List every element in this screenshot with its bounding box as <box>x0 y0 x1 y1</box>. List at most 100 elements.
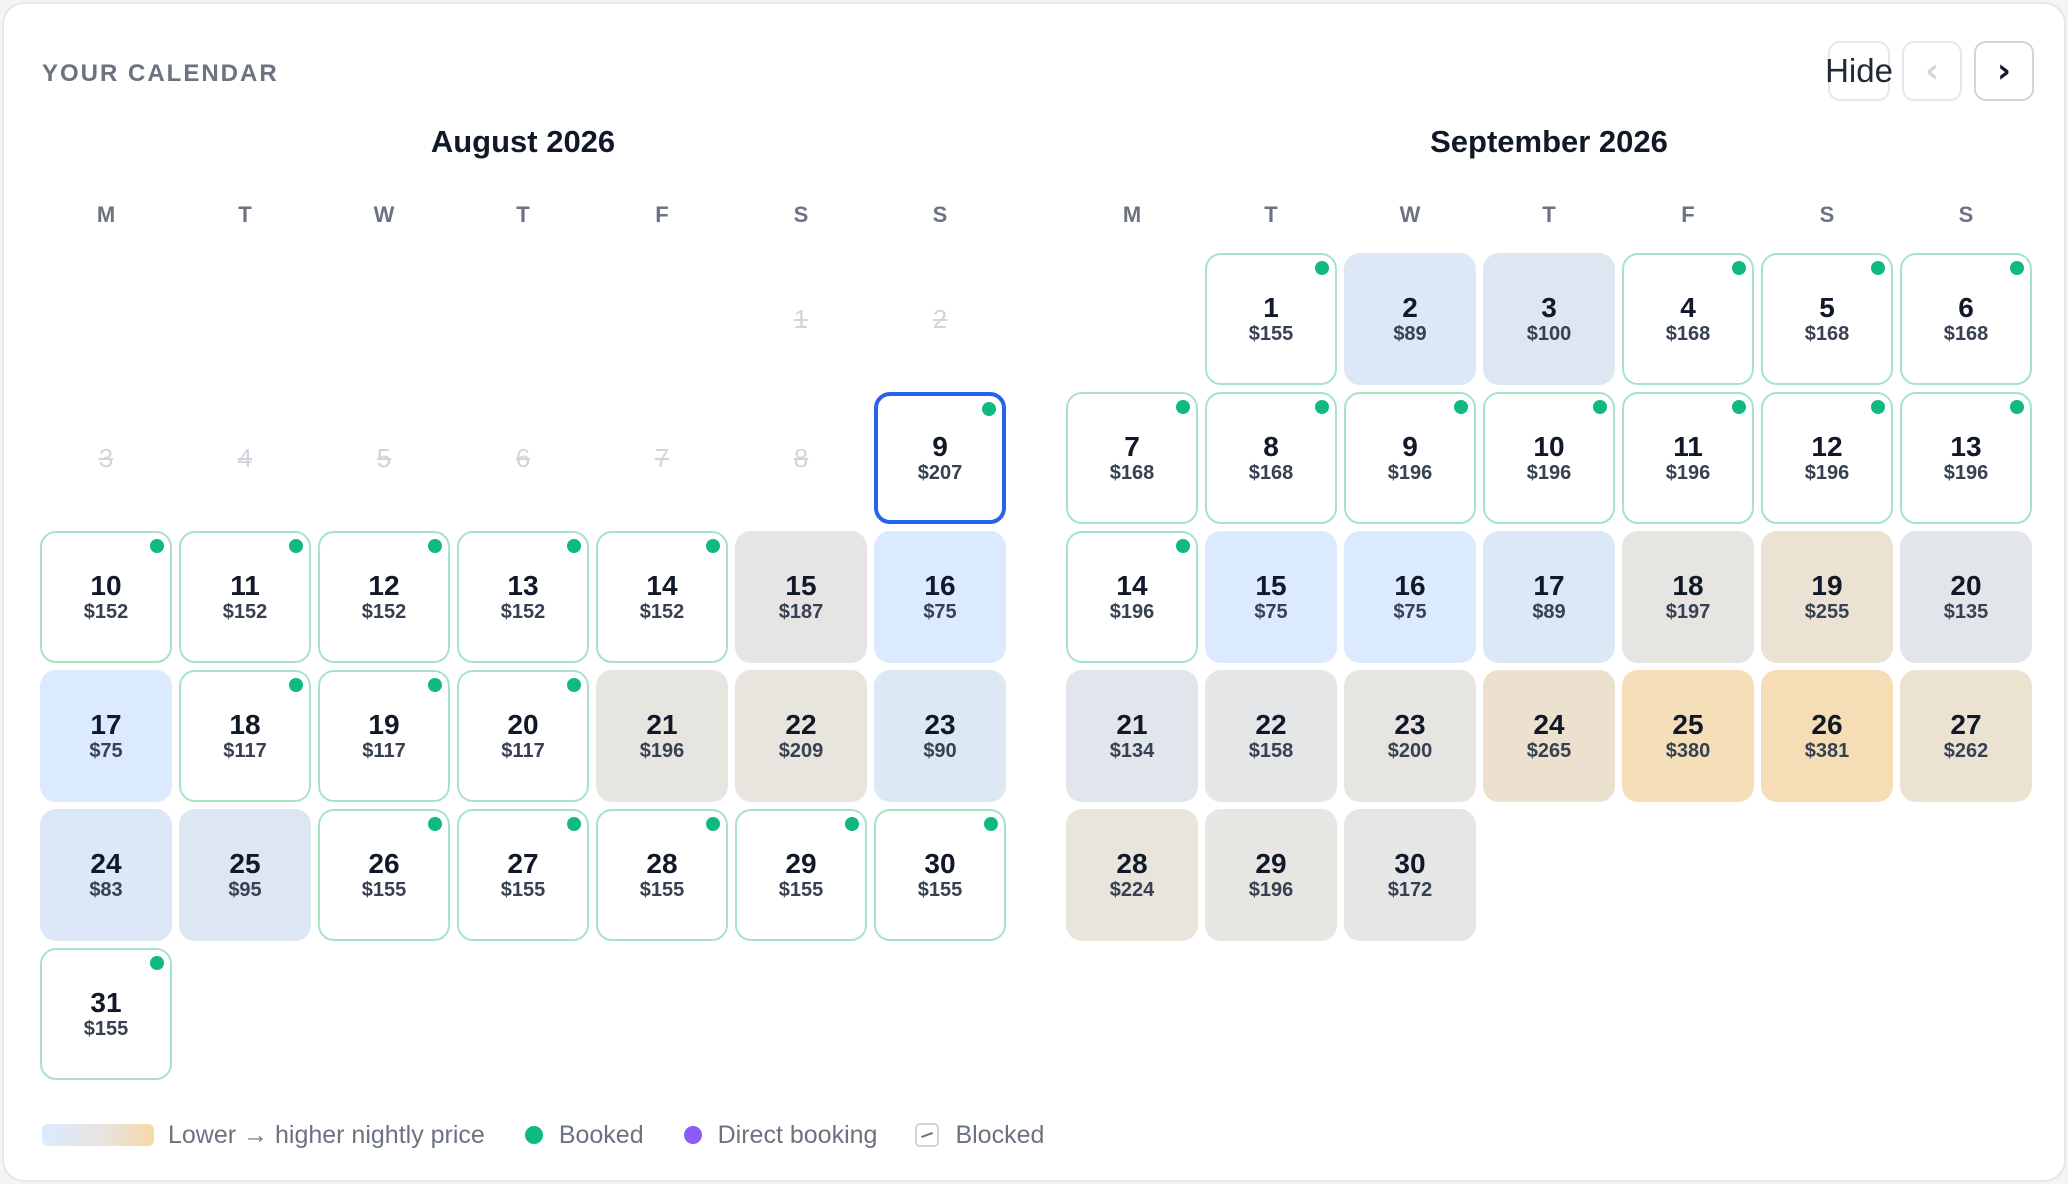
day-price: $155 <box>1248 323 1294 345</box>
day-cell[interactable]: 13 $196 <box>1900 392 2032 524</box>
day-cell[interactable]: 21 $134 <box>1066 670 1198 802</box>
day-cell[interactable]: 18 $117 <box>179 670 311 802</box>
day-price: $172 <box>1387 879 1433 901</box>
day-cell[interactable]: 19 $255 <box>1761 531 1893 663</box>
day-cell[interactable]: 11 $196 <box>1622 392 1754 524</box>
day-cell[interactable]: 11 $152 <box>179 531 311 663</box>
day-cell[interactable]: 31 $155 <box>40 948 172 1080</box>
previous-month-button[interactable]: ‹ <box>1902 41 1962 101</box>
day-cell[interactable]: 26 $381 <box>1761 670 1893 802</box>
day-cell[interactable]: 15 $75 <box>1205 531 1337 663</box>
day-cell[interactable]: 20 $117 <box>457 670 589 802</box>
day-cell[interactable]: 24 $83 <box>40 809 172 941</box>
day-cell[interactable]: 20 $135 <box>1900 531 2032 663</box>
day-price: $200 <box>1387 740 1433 762</box>
booked-dot-icon <box>706 539 720 553</box>
day-cell[interactable]: 13 $152 <box>457 531 589 663</box>
day-cell[interactable]: 9 $207 <box>874 392 1006 524</box>
day-price: $224 <box>1109 879 1155 901</box>
day-price: $197 <box>1665 601 1711 623</box>
day-number: 15 <box>785 570 817 601</box>
day-number: 20 <box>1950 570 1982 601</box>
day-price: $265 <box>1526 740 1572 762</box>
day-cell[interactable]: 29 $155 <box>735 809 867 941</box>
day-price: $168 <box>1804 323 1850 345</box>
day-cell[interactable]: 9 $196 <box>1344 392 1476 524</box>
day-cell[interactable]: 5 $168 <box>1761 253 1893 385</box>
day-cell[interactable]: 3 $100 <box>1483 253 1615 385</box>
booked-dot-icon <box>1593 400 1607 414</box>
day-price: $196 <box>1387 462 1433 484</box>
day-cell[interactable]: 21 $196 <box>596 670 728 802</box>
day-cell[interactable]: 28 $224 <box>1066 809 1198 941</box>
day-cell[interactable]: 30 $172 <box>1344 809 1476 941</box>
day-cell[interactable]: 4 $168 <box>1622 253 1754 385</box>
day-price: $75 <box>923 601 957 623</box>
day-number: 9 <box>932 431 948 462</box>
weekday-label: F <box>1681 202 1695 227</box>
day-cell[interactable]: 23 $90 <box>874 670 1006 802</box>
day-cell[interactable]: 14 $152 <box>596 531 728 663</box>
day-price: $90 <box>923 740 957 762</box>
day-cell[interactable]: 10 $152 <box>40 531 172 663</box>
day-number: 5 <box>1819 292 1835 323</box>
day-price: $134 <box>1109 740 1155 762</box>
day-number: 13 <box>507 570 539 601</box>
day-number: 18 <box>1672 570 1704 601</box>
day-cell[interactable]: 16 $75 <box>1344 531 1476 663</box>
day-price: $155 <box>639 879 685 901</box>
day-cell[interactable]: 18 $197 <box>1622 531 1754 663</box>
day-cell[interactable]: 14 $196 <box>1066 531 1198 663</box>
day-cell[interactable]: 24 $265 <box>1483 670 1615 802</box>
next-month-button[interactable]: › <box>1974 41 2034 101</box>
weekday-label: T <box>1264 202 1278 227</box>
day-cell[interactable]: 17 $75 <box>40 670 172 802</box>
day-cell[interactable]: 10 $196 <box>1483 392 1615 524</box>
day-cell[interactable]: 29 $196 <box>1205 809 1337 941</box>
day-cell[interactable]: 7 $168 <box>1066 392 1198 524</box>
day-price: $168 <box>1109 462 1155 484</box>
day-cell[interactable]: 27 $262 <box>1900 670 2032 802</box>
weekday-label: T <box>516 202 530 227</box>
booked-dot-icon <box>1871 261 1885 275</box>
day-number: 4 <box>1680 292 1696 323</box>
day-number: 24 <box>1533 709 1565 740</box>
day-number: 20 <box>507 709 539 740</box>
day-cell[interactable]: 8 $168 <box>1205 392 1337 524</box>
day-cell[interactable]: 1 $155 <box>1205 253 1337 385</box>
day-cell[interactable]: 12 $196 <box>1761 392 1893 524</box>
day-number: 13 <box>1950 431 1982 462</box>
hide-button[interactable]: Hide <box>1825 41 1893 101</box>
day-price: $155 <box>500 879 546 901</box>
day-cell[interactable]: 17 $89 <box>1483 531 1615 663</box>
day-cell[interactable]: 12 $152 <box>318 531 450 663</box>
day-cell[interactable]: 22 $158 <box>1205 670 1337 802</box>
day-cell: 2 <box>874 253 1006 385</box>
booked-dot-icon <box>567 539 581 553</box>
day-number: 28 <box>646 848 678 879</box>
booked-dot-icon <box>1732 261 1746 275</box>
day-cell[interactable]: 16 $75 <box>874 531 1006 663</box>
day-cell[interactable]: 15 $187 <box>735 531 867 663</box>
day-cell[interactable]: 25 $380 <box>1622 670 1754 802</box>
day-cell[interactable]: 2 $89 <box>1344 253 1476 385</box>
chevron-right-icon: › <box>1996 51 2011 91</box>
day-cell[interactable]: 28 $155 <box>596 809 728 941</box>
day-cell[interactable]: 30 $155 <box>874 809 1006 941</box>
day-number: 22 <box>785 709 817 740</box>
booked-dot-icon <box>1732 400 1746 414</box>
chevron-left-icon: ‹ <box>1924 51 1939 91</box>
day-cell[interactable]: 22 $209 <box>735 670 867 802</box>
day-cell[interactable]: 25 $95 <box>179 809 311 941</box>
day-cell[interactable]: 23 $200 <box>1344 670 1476 802</box>
day-cell[interactable]: 19 $117 <box>318 670 450 802</box>
day-cell[interactable]: 26 $155 <box>318 809 450 941</box>
day-price: $158 <box>1248 740 1294 762</box>
day-cell: 8 <box>735 392 867 524</box>
day-cell[interactable]: 27 $155 <box>457 809 589 941</box>
day-cell[interactable]: 6 $168 <box>1900 253 2032 385</box>
day-number: 6 <box>1958 292 1974 323</box>
day-price: $155 <box>778 879 824 901</box>
day-number: 8 <box>1263 431 1279 462</box>
weekday-label: S <box>932 202 948 227</box>
